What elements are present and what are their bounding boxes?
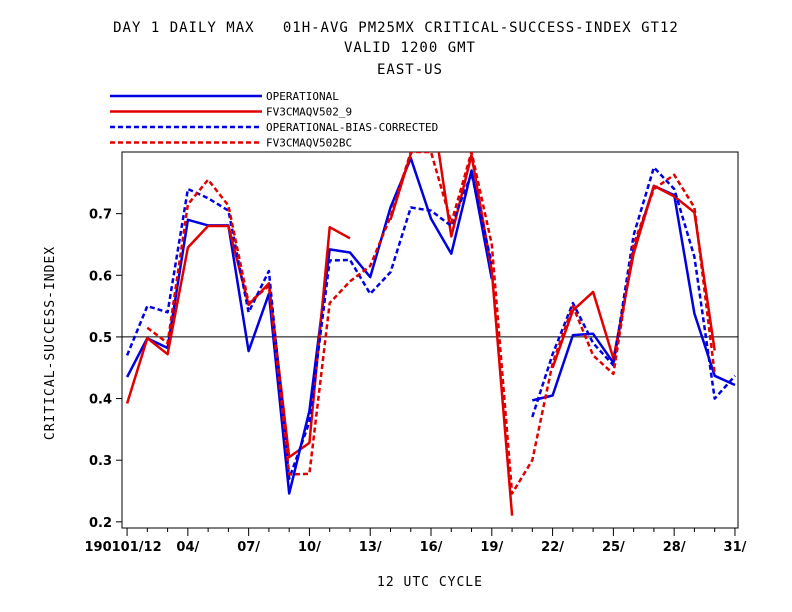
x-tick-label: 04/ bbox=[176, 540, 199, 555]
chart-title-line-1: DAY 1 DAILY MAX 01H-AVG PM25MX CRITICAL-… bbox=[113, 20, 679, 36]
y-tick-label: 0.4 bbox=[89, 393, 112, 408]
series-group bbox=[125, 152, 736, 516]
x-tick-label: 10/ bbox=[298, 540, 321, 555]
legend-label: OPERATIONAL-BIAS-CORRECTED bbox=[266, 121, 438, 134]
y-axis-label: CRITICAL-SUCCESS-INDEX bbox=[43, 246, 58, 440]
plot-frame bbox=[121, 151, 739, 529]
x-tick-label: 25/ bbox=[602, 540, 625, 555]
legend-label: FV3CMAQV502BC bbox=[266, 137, 352, 150]
x-axis: 190101/12 04/07/10/13/16/19/22/25/28/31/ bbox=[85, 528, 747, 555]
x-tick-label: 28/ bbox=[663, 540, 686, 555]
chart-title-line-2: VALID 1200 GMT bbox=[343, 40, 476, 56]
chart-title-line-3: EAST-US bbox=[376, 62, 443, 78]
x-tick-label: 16/ bbox=[420, 540, 443, 555]
series-line-4 bbox=[146, 152, 716, 495]
series-line-1 bbox=[125, 156, 736, 495]
legend-label: FV3CMAQV502_9 bbox=[266, 106, 352, 119]
x-tick-label: 19/ bbox=[480, 540, 503, 555]
y-tick-label: 0.2 bbox=[89, 516, 112, 531]
y-tick-label: 0.7 bbox=[89, 208, 112, 223]
y-tick-label: 0.6 bbox=[89, 269, 112, 284]
x-tick-label: 22/ bbox=[541, 540, 564, 555]
legend: OPERATIONAL FV3CMAQV502_9 OPERATIONAL-BIAS… bbox=[110, 90, 438, 150]
y-axis: 0.2 0.3 0.4 0.5 0.6 0.7 bbox=[89, 208, 122, 531]
x-tick-label: 190101/12 bbox=[85, 540, 162, 555]
y-tick-label: 0.3 bbox=[89, 454, 112, 469]
x-tick-label: 31/ bbox=[724, 540, 747, 555]
x-tick-label: 07/ bbox=[237, 540, 260, 555]
legend-label: OPERATIONAL bbox=[266, 90, 339, 103]
series-line-2 bbox=[125, 152, 716, 516]
x-axis-label: 12 UTC CYCLE bbox=[377, 575, 483, 590]
y-tick-label: 0.5 bbox=[89, 331, 112, 346]
series-line-3 bbox=[125, 166, 736, 480]
x-tick-label: 13/ bbox=[359, 540, 382, 555]
